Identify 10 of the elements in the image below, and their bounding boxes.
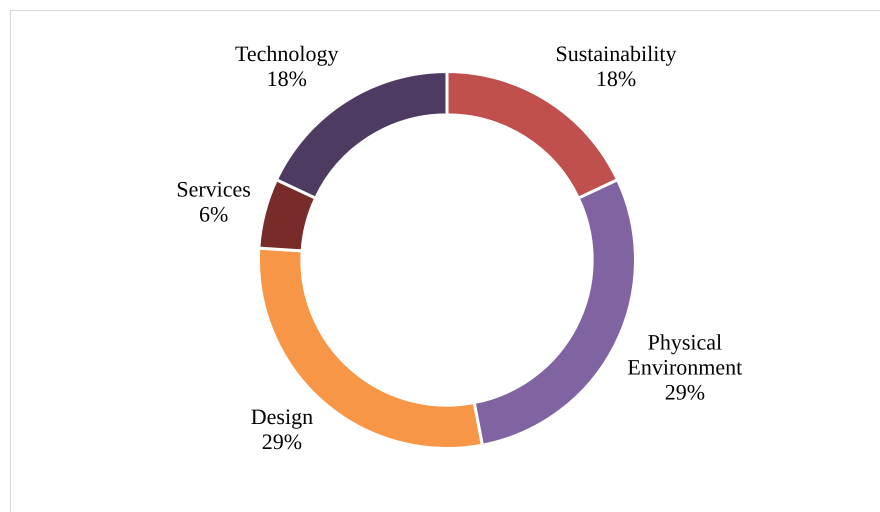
data-label: 29% [262,428,302,454]
data-label: 18% [596,66,636,92]
slice-label: Services [176,176,251,202]
slice-label: Physical Environment [627,330,742,380]
data-label: 18% [266,66,307,92]
slice-label: Sustainability [556,41,677,66]
slice-label: Design [250,404,314,429]
data-label: 6% [198,202,228,227]
data-label: 29% [664,380,706,405]
slice-label: Technology [234,41,338,66]
